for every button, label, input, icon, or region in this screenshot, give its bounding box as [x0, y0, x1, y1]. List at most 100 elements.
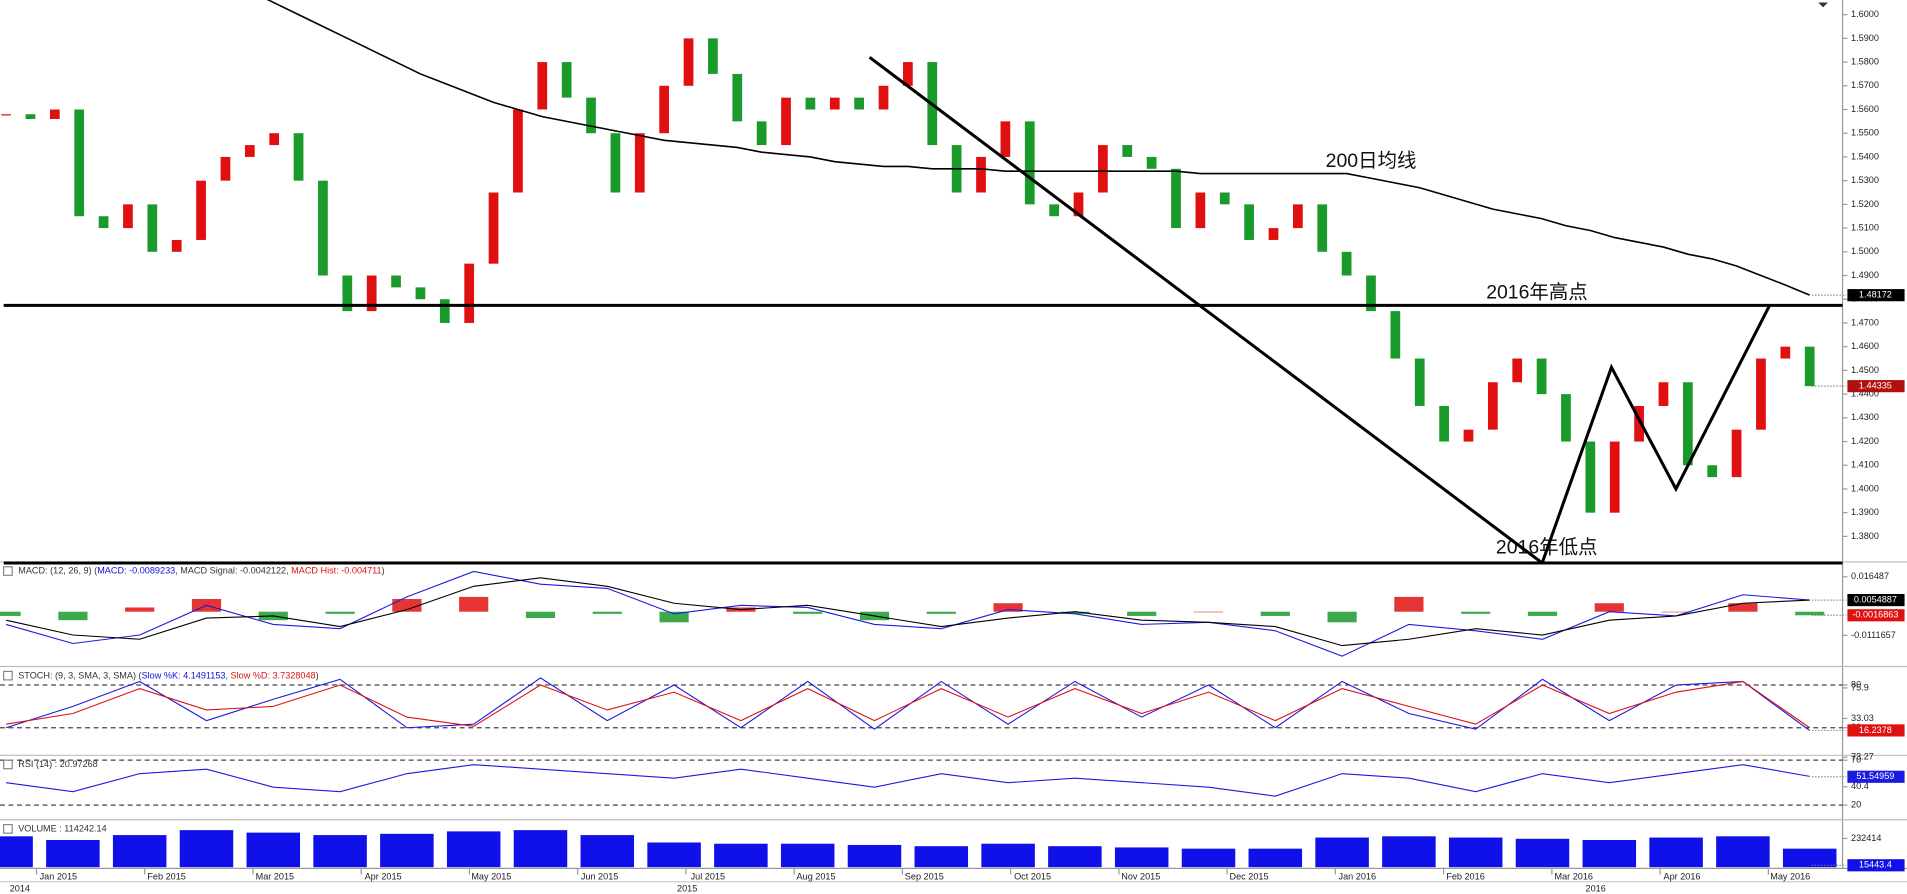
year-label: 2014: [10, 883, 30, 893]
candle: [1512, 358, 1523, 383]
candle: [147, 204, 158, 252]
volume-bar: [446, 831, 501, 868]
candle: [732, 73, 743, 122]
candle: [1463, 429, 1474, 442]
candle: [683, 38, 694, 86]
volume-bar: [1649, 837, 1703, 868]
volume-bar: [46, 840, 100, 868]
candle: [1073, 192, 1084, 217]
volume-bar: [1782, 848, 1837, 868]
x-tick-label: Feb 2016: [1446, 871, 1485, 881]
histogram-bar: [1260, 611, 1290, 616]
histogram-bar: [325, 611, 355, 614]
candle: [1122, 145, 1133, 157]
candle: [488, 192, 499, 264]
marker-box: [1847, 770, 1905, 783]
legend-item: VOLUME : 114242.14: [18, 824, 106, 834]
histogram-bar: [793, 611, 823, 614]
y-tick-label: 1.5800: [1851, 56, 1879, 66]
volume-bar: [179, 830, 234, 868]
candle: [293, 133, 304, 181]
legend-item: MACD Hist: -0.004711: [291, 566, 381, 576]
pattern-line: [1540, 304, 1771, 564]
candle: [318, 180, 328, 276]
candle: [123, 204, 133, 229]
histogram-bar: [1527, 611, 1558, 616]
series-line: [6, 764, 1810, 797]
histogram-bar: [392, 599, 422, 612]
candle: [1, 114, 11, 116]
legend-item: STOCH: (9, 3, SMA, 3, SMA) (: [18, 671, 141, 681]
y-tick-label: 1.5400: [1851, 151, 1879, 161]
histogram-bar: [459, 596, 489, 612]
y-tick-label: 232414: [1851, 833, 1881, 843]
price-plot: [1, 0, 1815, 513]
volume-bar: [112, 835, 167, 868]
candle: [196, 180, 206, 240]
histogram-bar: [1795, 611, 1825, 616]
x-tick-label: Apr 2015: [365, 871, 402, 881]
histogram-bar: [125, 607, 155, 612]
histogram-bar: [993, 603, 1023, 612]
volume-bar: [1716, 836, 1770, 868]
y-tick-label: 1.4700: [1851, 317, 1879, 327]
legend-item: MACD: -0.0089233: [97, 566, 175, 576]
histogram-bar: [1127, 611, 1157, 616]
legend-item: ,: [225, 671, 230, 681]
candle: [1195, 192, 1206, 229]
y-tick-label: 1.4500: [1851, 365, 1879, 375]
x-tick-label: Jun 2015: [581, 871, 618, 881]
volume-bar: [1181, 848, 1236, 868]
menu-arrow[interactable]: [1818, 2, 1828, 8]
legend-box: [3, 824, 13, 834]
candle: [1439, 405, 1449, 442]
candle: [1317, 204, 1328, 252]
candle: [1219, 192, 1230, 205]
y-tick-label: 75.9: [1851, 682, 1869, 692]
histogram-bar: [926, 611, 956, 614]
marker-label: 0.0054887: [1854, 594, 1897, 604]
x-tick-label: Sep 2015: [905, 871, 944, 881]
legend-item: RSI (14) : 20.97268: [18, 759, 98, 769]
candle: [1487, 382, 1498, 430]
volume-bar: [1382, 836, 1436, 868]
y-tick-label: 1.5200: [1851, 199, 1879, 209]
histogram-bar: [1594, 603, 1624, 612]
x-tick-label: Jan 2016: [1339, 871, 1376, 881]
volume-bar: [1248, 848, 1303, 868]
x-tick-label: Aug 2015: [797, 871, 836, 881]
volume-bar: [914, 846, 969, 868]
volume-bar: [1048, 846, 1102, 868]
candle: [829, 97, 840, 110]
y-tick-label: 1.6000: [1851, 9, 1879, 19]
candle: [171, 239, 182, 252]
legend-box: [3, 670, 13, 681]
y-tick-label: 1.3900: [1851, 507, 1879, 517]
year-label: 2016: [1586, 883, 1606, 893]
volume-bar: [513, 830, 568, 868]
volume-bar: [1315, 837, 1369, 868]
volume-bar: [1582, 840, 1637, 868]
x-tick-label: Mar 2015: [256, 871, 294, 881]
histogram-bar: [1661, 611, 1691, 613]
candle: [1366, 275, 1376, 312]
y-tick-label: 1.5700: [1851, 80, 1879, 90]
y-tick-label: 1.4200: [1851, 436, 1879, 446]
candle: [781, 97, 791, 146]
candle: [439, 299, 450, 323]
marker-label: -0.0016863: [1852, 610, 1898, 620]
y-tick-label: 70: [1851, 755, 1861, 765]
legend-item: Slow %D: 3.7328048: [231, 671, 316, 681]
x-tick-label: May 2016: [1770, 871, 1810, 881]
legend: MACD: (12, 26, 9) (MACD: -0.0089233, MAC…: [18, 566, 384, 576]
candle: [1098, 145, 1108, 193]
candle: [74, 109, 85, 217]
x-tick-label: Jul 2015: [691, 871, 725, 881]
candle: [610, 133, 621, 193]
marker-box: [1847, 724, 1905, 737]
marker-box: [1847, 380, 1905, 393]
marker-label: 51.54959: [1856, 771, 1894, 781]
x-tick-label: Nov 2015: [1121, 871, 1160, 881]
histogram-bar: [1461, 611, 1491, 614]
legend-box: [3, 759, 13, 770]
